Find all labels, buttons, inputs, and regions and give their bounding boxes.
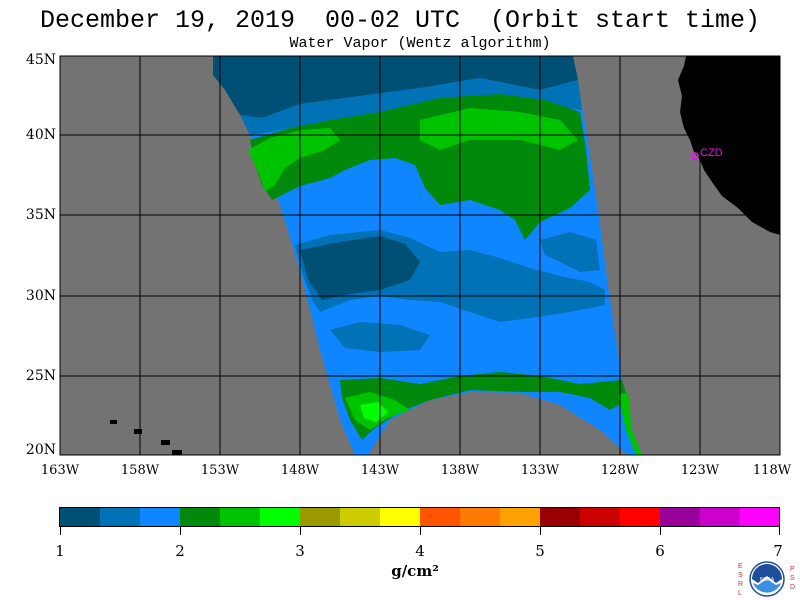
island-kauai xyxy=(110,420,117,424)
colorbar-label-2: 2 xyxy=(175,542,185,560)
lon-label-158w: 158W xyxy=(120,463,160,478)
lat-label-35n: 35N xyxy=(25,207,56,223)
colorbar-cell xyxy=(660,508,700,527)
graticule xyxy=(60,56,780,455)
colorbar-cell xyxy=(300,508,340,527)
colorbar-cell xyxy=(420,508,460,527)
lon-label-133w: 133W xyxy=(520,463,560,478)
lon-label-123w: 123W xyxy=(680,463,720,478)
colorbar-cell xyxy=(100,508,140,527)
noaa-emblem-text: NOAA xyxy=(760,577,775,583)
logo-letter-e: E xyxy=(738,563,743,570)
logo-letter-p: P xyxy=(790,566,795,573)
logo-letter-d: D xyxy=(790,584,795,591)
colorbar-tick xyxy=(300,527,301,535)
colorbar-units: g/cm² xyxy=(391,562,439,580)
swath-green-south-bright xyxy=(360,402,388,422)
lat-label-45n: 45N xyxy=(25,52,56,68)
colorbar-cell xyxy=(180,508,220,527)
logo-letter-l: L xyxy=(738,590,742,597)
swath-green-light xyxy=(248,128,340,192)
swath-green-south xyxy=(340,372,628,440)
swath-green-se xyxy=(618,392,642,455)
map-subtitle: Water Vapor (Wentz algorithm) xyxy=(289,35,551,52)
colorbar-tick xyxy=(180,527,181,535)
noaa-emblem-wave xyxy=(753,579,781,593)
colorbar-label-3: 3 xyxy=(295,542,305,560)
colorbar-tick xyxy=(60,527,61,535)
colorbar-cell xyxy=(220,508,260,527)
colorbar-cell xyxy=(460,508,500,527)
lon-label-138w: 138W xyxy=(440,463,480,478)
map-frame xyxy=(59,55,781,456)
colorbar-label-7: 7 xyxy=(773,542,783,560)
colorbar-cell xyxy=(140,508,180,527)
lat-label-20n: 20N xyxy=(25,442,56,458)
lon-label-128w: 128W xyxy=(600,463,640,478)
colorbar-tick xyxy=(660,527,661,535)
colorbar-frame xyxy=(59,507,780,527)
colorbar-cell xyxy=(700,508,740,527)
land-north-america xyxy=(678,56,780,235)
swath-darkest-center xyxy=(300,236,420,300)
lon-label-163w: 163W xyxy=(40,463,80,478)
colorbar-cell xyxy=(500,508,540,527)
colorbar-label-4: 4 xyxy=(415,542,425,560)
swath-dark-top xyxy=(213,56,578,118)
station-label: CZD xyxy=(700,147,723,159)
colorbar-label-1: 1 xyxy=(55,542,65,560)
colorbar-cell xyxy=(260,508,300,527)
logo-letter-s: S xyxy=(738,572,743,579)
colorbar-tick xyxy=(779,527,780,535)
colorbar-cell xyxy=(340,508,380,527)
colorbar-label-5: 5 xyxy=(535,542,545,560)
island-maui xyxy=(161,440,170,445)
colorbar-cell xyxy=(380,508,420,527)
colorbar-cell xyxy=(60,508,100,527)
colorbar-cell xyxy=(540,508,580,527)
colorbar-cell xyxy=(620,508,660,527)
lat-label-30n: 30N xyxy=(25,288,56,304)
noaa-emblem-sky xyxy=(752,564,782,583)
colorbar-cell xyxy=(580,508,620,527)
swath-mid-right xyxy=(540,232,600,272)
noaa-logo: E S R L NOAA P S D xyxy=(738,561,795,597)
colorbar-tick xyxy=(420,527,421,535)
lon-label-118w: 118W xyxy=(752,463,792,478)
swath-blue-inner xyxy=(305,166,420,212)
logo-letter-r: R xyxy=(738,581,743,588)
logo-letter-s2: S xyxy=(790,575,795,582)
island-hawaii xyxy=(172,450,182,455)
map-title: December 19, 2019 00-02 UTC (Orbit start… xyxy=(39,6,761,35)
colorbar-tick xyxy=(540,527,541,535)
colorbar-cell xyxy=(740,508,780,527)
lat-label-40n: 40N xyxy=(25,127,56,143)
colorbar-label-6: 6 xyxy=(655,542,665,560)
lat-label-25n: 25N xyxy=(25,368,56,384)
island-oahu xyxy=(134,429,142,434)
lon-label-143w: 143W xyxy=(360,463,400,478)
lon-label-148w: 148W xyxy=(280,463,320,478)
lon-label-153w: 153W xyxy=(200,463,240,478)
station-marker xyxy=(691,152,699,160)
